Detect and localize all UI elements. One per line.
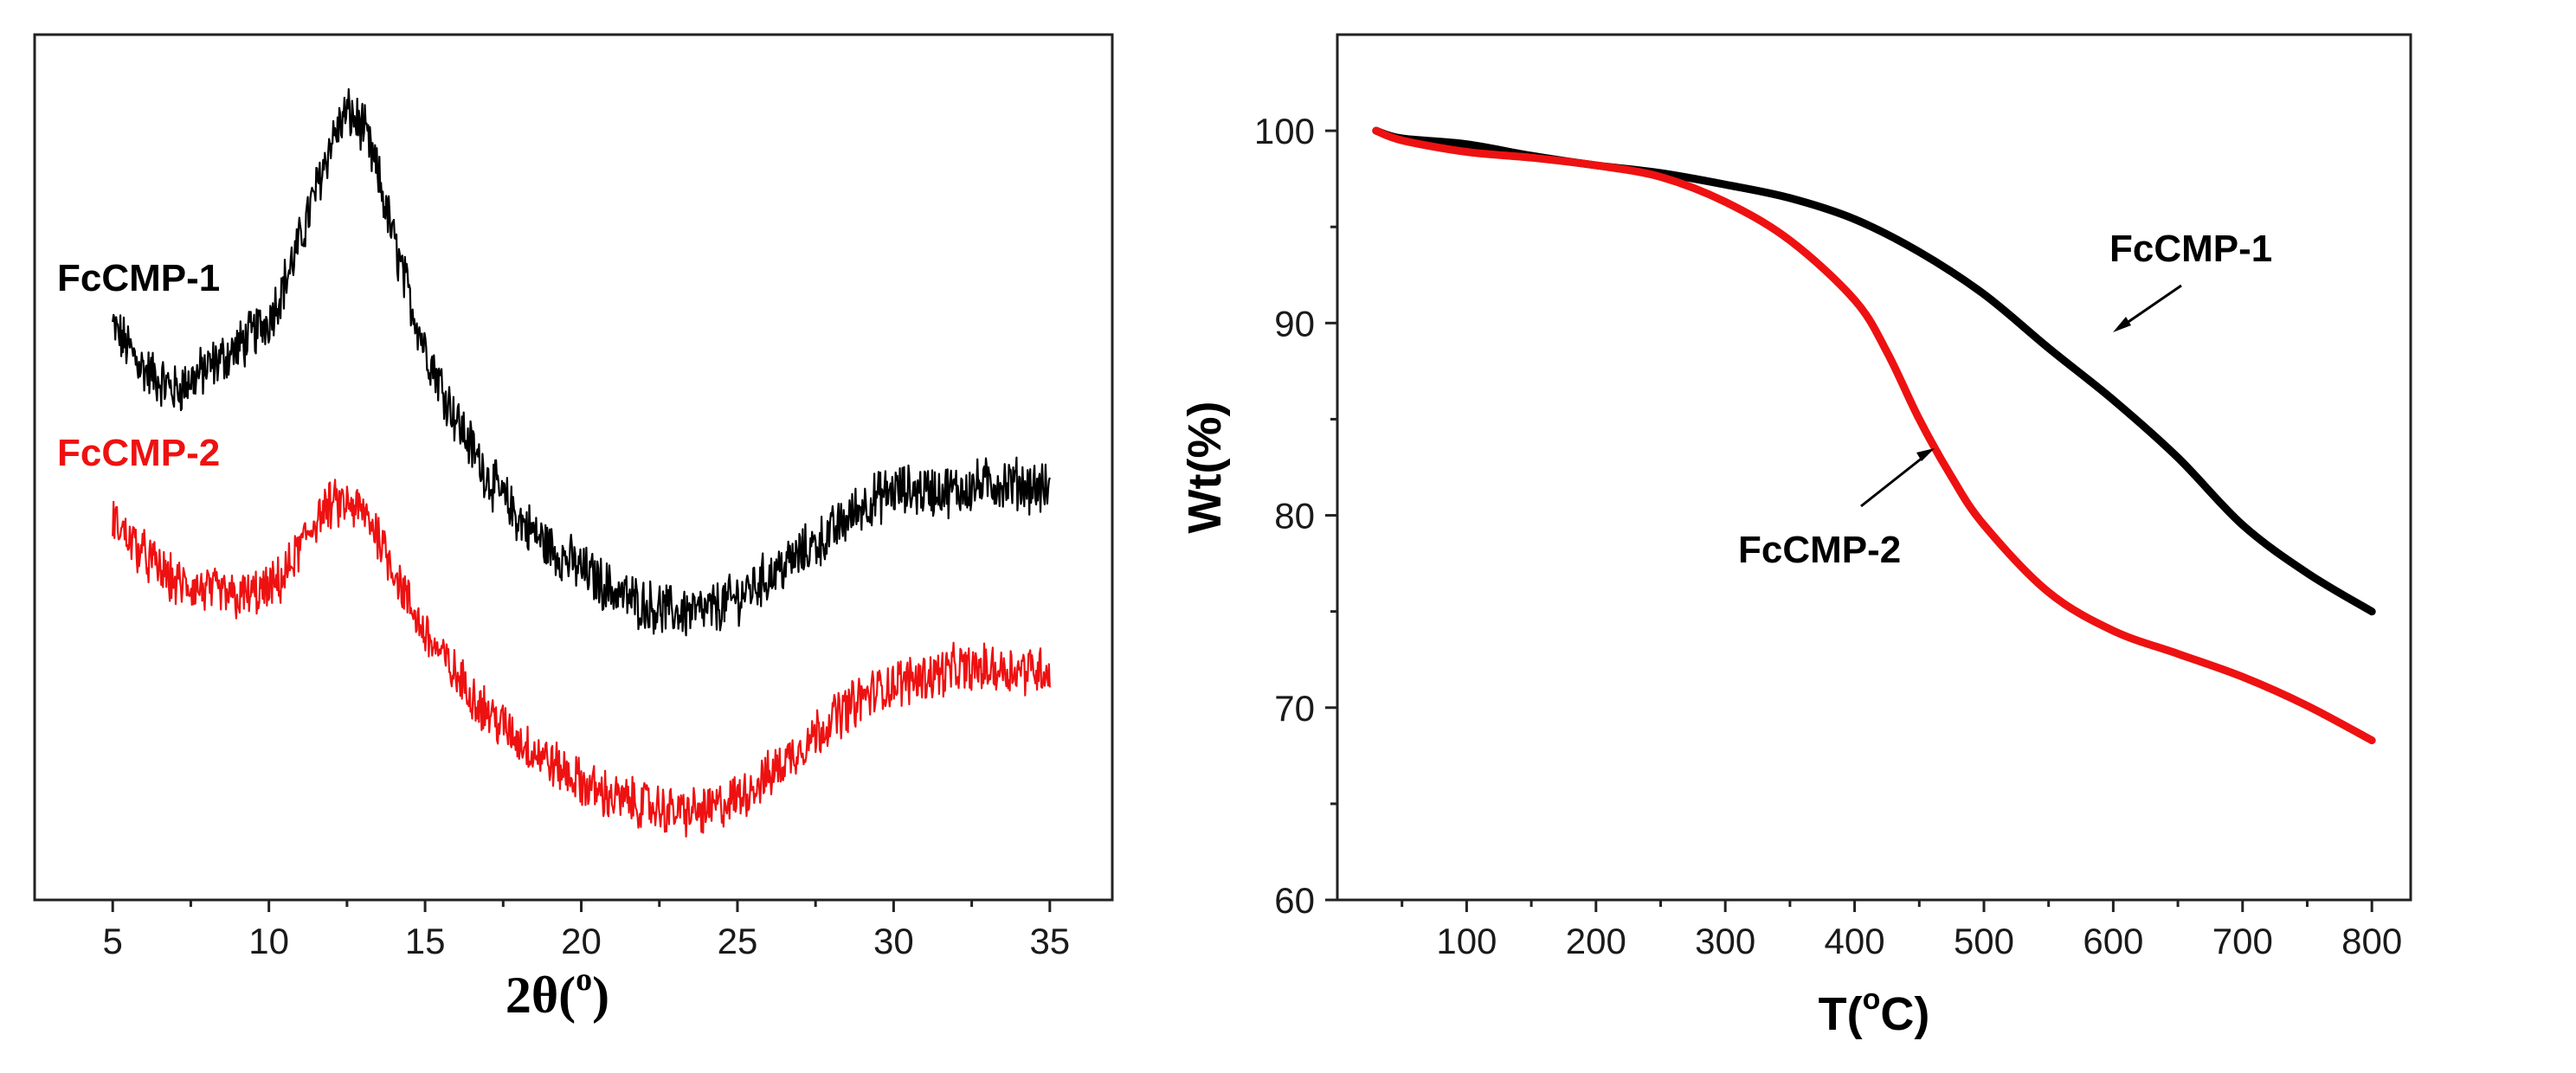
tga-x-tick-label-400: 400 <box>1825 921 1885 961</box>
xrd-x-axis-title: 2θ(o) <box>506 961 609 1024</box>
tga-plot-frame <box>1336 33 2412 902</box>
xrd-series-group <box>112 87 1051 838</box>
xrd-series-fccmp-1 <box>112 87 1051 637</box>
tga-y-tick-label-70: 70 <box>1274 688 1315 729</box>
tga-x-tick-label-800: 800 <box>2341 921 2402 961</box>
tga-x-tick-label-100: 100 <box>1436 921 1497 961</box>
xrd-x-ticks: 5 10 15 20 25 30 35 <box>103 900 1070 961</box>
tga-series-group <box>1372 126 2376 745</box>
tga-label-fccmp-2: FcCMP-2 <box>1738 529 1901 571</box>
xrd-series-fccmp-2 <box>112 479 1051 838</box>
xrd-x-tick-label-35: 35 <box>1029 921 1070 961</box>
xrd-x-tick-label-25: 25 <box>718 921 758 961</box>
tga-y-tick-label-80: 80 <box>1274 496 1315 536</box>
tga-x-tick-label-300: 300 <box>1695 921 1755 961</box>
tga-x-tick-label-600: 600 <box>2083 921 2143 961</box>
tga-y-tick-label-100: 100 <box>1254 111 1315 151</box>
tga-x-tick-label-200: 200 <box>1566 921 1626 961</box>
tga-axis-ticks: 100 200 300 400 500 600 700 800 60 70 80 90 100 <box>1254 111 2402 961</box>
xrd-label-fccmp-1: FcCMP-1 <box>57 257 220 299</box>
xrd-x-tick-label-10: 10 <box>248 921 289 961</box>
tga-x-tick-label-500: 500 <box>1954 921 2014 961</box>
xrd-x-tick-label-5: 5 <box>103 921 123 961</box>
tga-arrow-fccmp-2 <box>1860 448 1935 508</box>
tga-chart: 100 200 300 400 500 600 700 800 60 70 80 90 100 FcCM… <box>1179 33 2412 1040</box>
tga-y-tick-label-60: 60 <box>1274 880 1315 921</box>
tga-x-tick-label-700: 700 <box>2212 921 2273 961</box>
tga-y-tick-label-90: 90 <box>1274 303 1315 344</box>
xrd-chart: 5 10 15 20 25 30 35 FcCMP-1 FcCMP-2 2θ(o) <box>33 33 1114 1024</box>
tga-label-fccmp-1: FcCMP-1 <box>2109 228 2272 270</box>
xrd-label-fccmp-2: FcCMP-2 <box>57 432 220 474</box>
tga-arrow-fccmp-1 <box>2113 284 2182 332</box>
tga-y-axis-title: Wt(%) <box>1179 402 1231 534</box>
tga-series-fccmp-2 <box>1372 126 2376 745</box>
tga-x-axis-title: T(oC) <box>1819 983 1930 1040</box>
xrd-plot-frame <box>33 33 1114 902</box>
xrd-x-tick-label-30: 30 <box>873 921 914 961</box>
xrd-x-tick-label-15: 15 <box>405 921 446 961</box>
xrd-x-tick-label-20: 20 <box>561 921 602 961</box>
